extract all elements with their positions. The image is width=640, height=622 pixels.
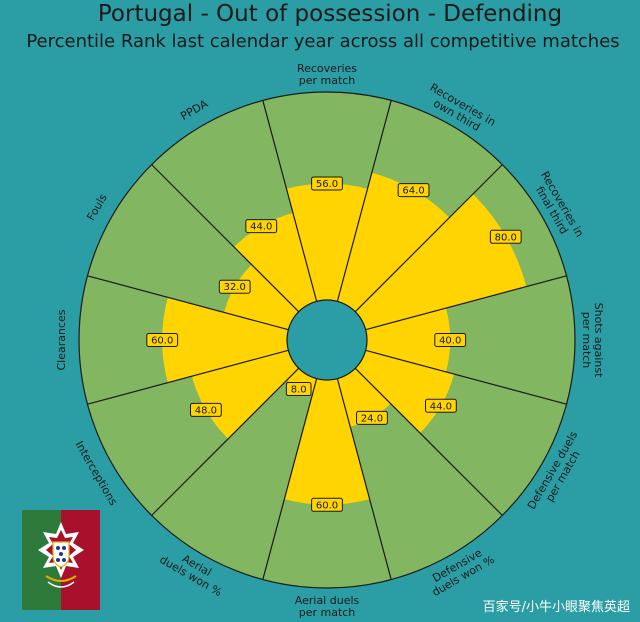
category-label-clearances: Clearances (55, 309, 68, 370)
svg-text:80.0: 80.0 (495, 232, 517, 243)
svg-text:24.0: 24.0 (361, 413, 383, 424)
value-label-aerial-duels-per-match: 60.0 (311, 497, 343, 512)
value-label-recoveries-in-own-third: 64.0 (397, 183, 430, 198)
value-label-shots-against-per-match: 40.0 (434, 333, 467, 347)
value-label-clearances: 60.0 (146, 333, 179, 347)
category-label-shots-against-per-match: Shots againstper match (580, 303, 605, 378)
value-label-defensive-duels-won: 24.0 (356, 410, 388, 425)
bar-clearances (162, 297, 289, 383)
sector-background-shots-against-per-match (365, 275, 575, 405)
sector-divider (354, 367, 503, 516)
sector-divider (151, 367, 300, 516)
value-label-recoveries-in-final-third: 80.0 (489, 229, 522, 244)
bar-aerial-duels-per-match (284, 378, 370, 505)
category-label-recoveries-per-match: Recoveries per match (297, 62, 357, 87)
svg-text:48.0: 48.0 (195, 405, 217, 416)
sector-divider (354, 164, 503, 313)
value-label-interceptions: 48.0 (189, 402, 222, 417)
sector-divider (365, 349, 567, 405)
value-label-aerial-duels-won: 8.0 (285, 382, 312, 397)
svg-text:8.0: 8.0 (291, 385, 307, 396)
value-label-fouls: 32.0 (218, 279, 251, 294)
category-label-ppda: PPDA (178, 97, 210, 123)
bar-recoveries-per-match (286, 183, 368, 302)
svg-text:44.0: 44.0 (250, 222, 272, 233)
sector-divider (87, 275, 289, 331)
value-label-defensive-duels-per-match: 44.0 (424, 398, 457, 413)
svg-text:32.0: 32.0 (224, 282, 246, 293)
sector-divider (262, 100, 318, 302)
outer-ring (78, 91, 576, 589)
svg-text:56.0: 56.0 (316, 179, 338, 190)
bar-ppda (234, 212, 317, 312)
category-label-fouls: Fouls (84, 191, 110, 222)
chart-title: Portugal - Out of possession - Defending (97, 1, 563, 27)
watermark: 百家号/小牛小眼聚焦英超 (482, 600, 630, 615)
center-hole (286, 299, 368, 381)
sector-divider (336, 378, 392, 580)
svg-text:60.0: 60.0 (316, 500, 338, 511)
svg-text:40.0: 40.0 (439, 336, 461, 347)
sector-divider (87, 349, 289, 405)
chart-subtitle: Percentile Rank last calendar year acros… (26, 31, 620, 52)
svg-text:60.0: 60.0 (151, 336, 173, 347)
value-label-recoveries-per-match: 56.0 (311, 176, 343, 191)
portugal-crest-icon (22, 510, 100, 610)
bar-recoveries-in-final-third (355, 194, 527, 330)
category-label-aerial-duels-per-match: Aerial duels per match (295, 594, 360, 619)
sector-background-aerial-duels-won (151, 368, 317, 580)
bar-recoveries-in-own-third (337, 172, 450, 312)
sector-divider (336, 100, 392, 302)
svg-text:44.0: 44.0 (430, 401, 452, 412)
value-label-ppda: 44.0 (245, 219, 278, 234)
sector-divider (365, 275, 567, 331)
sector-divider (151, 164, 300, 313)
svg-text:64.0: 64.0 (402, 186, 424, 197)
sector-divider (262, 378, 318, 580)
